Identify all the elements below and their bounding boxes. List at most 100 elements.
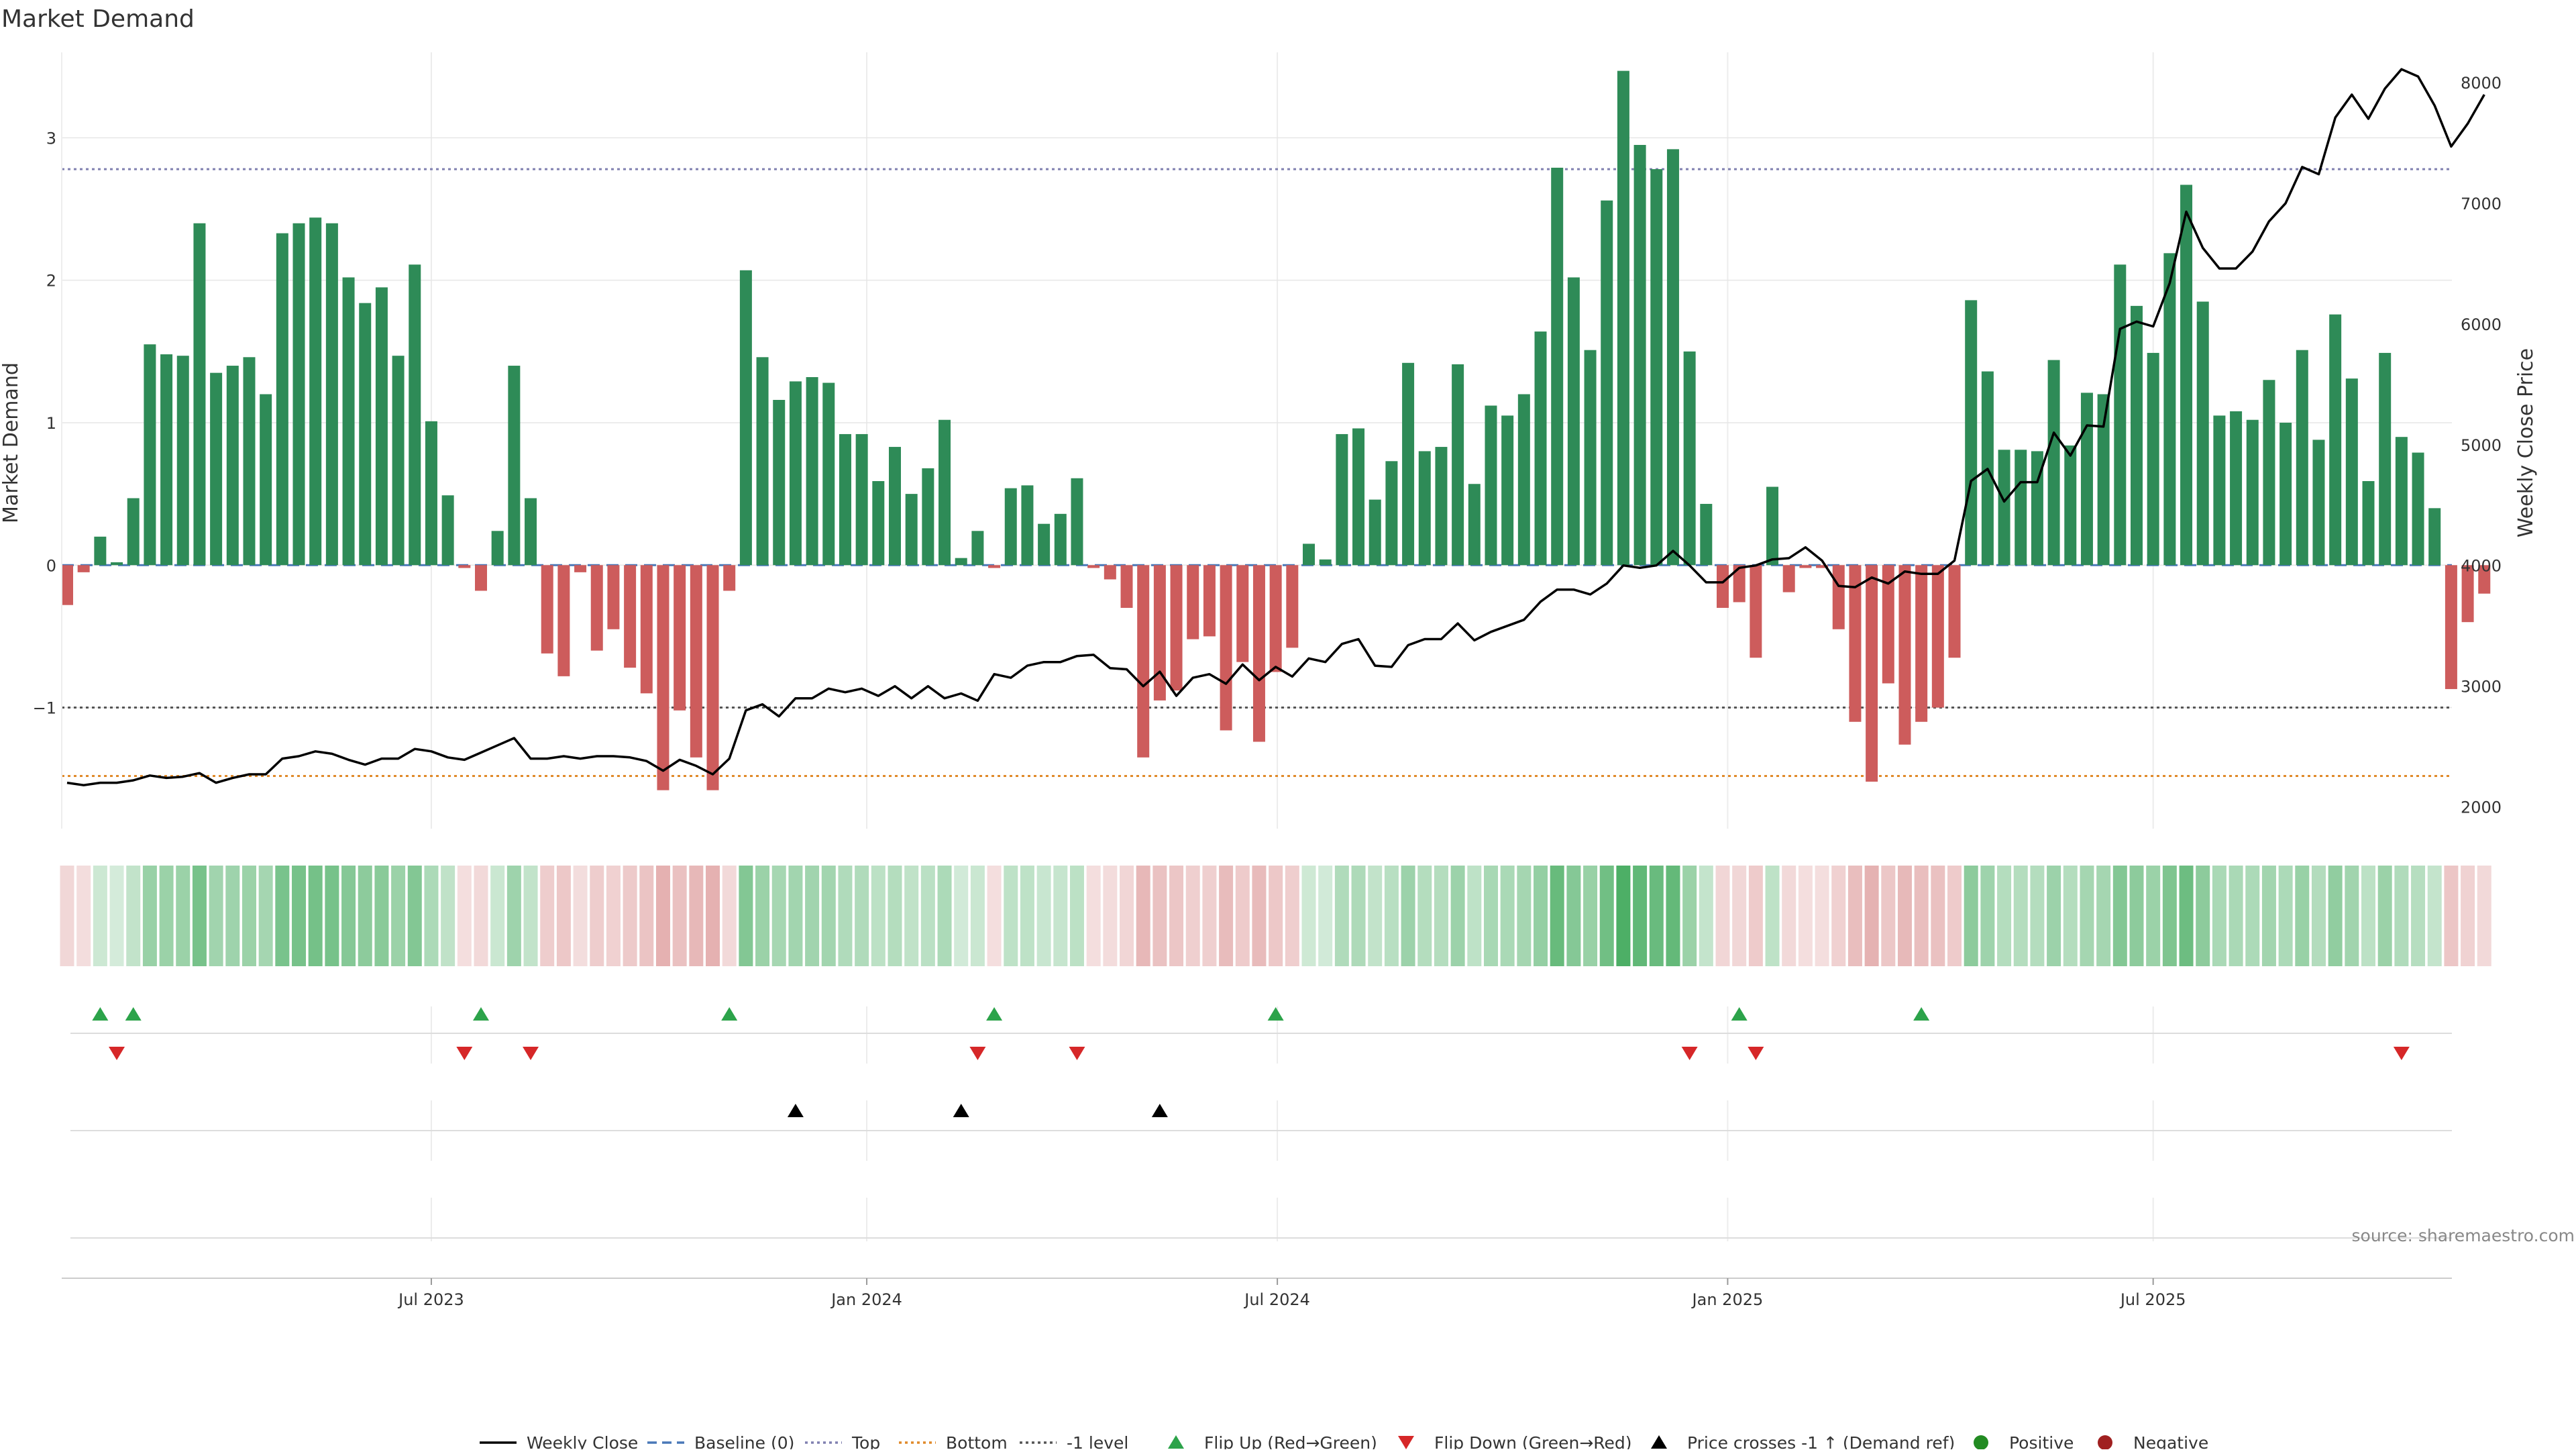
demand-bar-positive [1402, 362, 1415, 566]
demand-bar-positive [2329, 314, 2342, 566]
demand-bar-positive [1683, 351, 1696, 566]
heat-cell [2345, 866, 2359, 966]
heat-cell [1235, 866, 1250, 966]
legend-swatch-up-marker [1168, 1435, 1184, 1449]
demand-bar-negative [1799, 565, 1812, 568]
demand-bar-negative [2461, 565, 2474, 623]
heat-cell [1069, 866, 1084, 966]
demand-bar-negative [541, 565, 553, 654]
heat-cell [1086, 866, 1101, 966]
heat-cell [1401, 866, 1415, 966]
heat-cell [689, 866, 704, 966]
heat-cell [407, 866, 422, 966]
y-axis-label: Market Demand [0, 362, 23, 523]
y2-tick-label: 8000 [2461, 74, 2502, 93]
legend: Weekly Close Baseline (0) Top Bottom -1 leve… [480, 1433, 2208, 1452]
heat-cell [1185, 866, 1200, 966]
heat-cell [1616, 866, 1631, 966]
y2-tick-label: 3000 [2461, 678, 2502, 696]
legend-swatch-up-marker [1651, 1435, 1667, 1449]
heat-cell [706, 866, 720, 966]
heat-cell [2245, 866, 2260, 966]
demand-bar-positive [176, 356, 189, 566]
demand-bar-positive [1766, 486, 1779, 566]
heat-cell [2461, 866, 2475, 966]
heat-cell [209, 866, 223, 966]
flip-up-marker [125, 1007, 142, 1021]
demand-bar-negative [607, 565, 620, 629]
x-tick-label: Jul 2025 [2119, 1290, 2186, 1309]
demand-bar-positive [292, 223, 305, 566]
heat-cell [1202, 866, 1217, 966]
heat-cell [1434, 866, 1448, 966]
heat-cell [1103, 866, 1118, 966]
legend-label: Positive [2009, 1433, 2074, 1449]
demand-bar-negative [1236, 565, 1249, 662]
demand-bar-positive [889, 447, 901, 566]
heat-cell [374, 866, 389, 966]
heat-cell [325, 866, 339, 966]
demand-bar-positive [1700, 503, 1713, 566]
legend-label: Weekly Close [527, 1433, 638, 1449]
demand-bar-negative [458, 565, 471, 568]
heat-cell [871, 866, 885, 966]
heat-cell [937, 866, 952, 966]
demand-bar-positive [2064, 445, 2077, 566]
demand-bar-positive [1965, 300, 1978, 566]
axes-layer: Jul 2023 Jan 2024 Jul 2024 Jan 2025 Jul 2025… [33, 52, 2502, 1309]
demand-bar-negative [1948, 565, 1961, 658]
demand-bar-positive [1071, 478, 1083, 566]
flip-up-marker [92, 1007, 109, 1021]
flip-up-marker [1913, 1007, 1930, 1021]
demand-bar-positive [839, 433, 851, 566]
demand-bar-positive [1567, 277, 1580, 566]
legend-label: Flip Up (Red→Green) [1204, 1433, 1377, 1449]
demand-bar-negative [1269, 565, 1282, 672]
heat-cell [1699, 866, 1713, 966]
heat-cell [275, 866, 290, 966]
legend-label: Flip Down (Green→Red) [1434, 1433, 1632, 1449]
demand-bar-positive [2097, 394, 2110, 566]
heat-cell [1881, 866, 1896, 966]
heat-cell [556, 866, 571, 966]
flip-up-marker [721, 1007, 738, 1021]
demand-bar-positive [2230, 411, 2243, 566]
demand-bar-positive [1418, 451, 1431, 566]
demand-bar-positive [276, 233, 288, 566]
flip-down-marker [109, 1047, 125, 1060]
heat-cell [1964, 866, 1978, 966]
heat-cell [1748, 866, 1763, 966]
demand-bar-negative [2478, 565, 2491, 594]
demand-bar-negative [1252, 565, 1265, 742]
heat-cell [1798, 866, 1813, 966]
demand-bar-positive [2428, 508, 2441, 566]
demand-bar-negative [1203, 565, 1216, 637]
demand-bar-positive [210, 372, 223, 566]
demand-bar-positive [1319, 559, 1332, 566]
heat-cell [623, 866, 637, 966]
demand-bar-positive [111, 562, 123, 566]
demand-bar-positive [756, 357, 769, 566]
demand-bar-positive [1352, 428, 1365, 566]
heat-cell [109, 866, 124, 966]
price-cross-marker [1151, 1104, 1168, 1117]
heat-cell [176, 866, 191, 966]
heat-cell [1152, 866, 1167, 966]
demand-bar-positive [2031, 451, 2043, 566]
flip-up-marker [986, 1007, 1003, 1021]
demand-bar-positive [789, 381, 802, 566]
demand-bar-positive [2080, 393, 2093, 566]
heat-cell [1534, 866, 1548, 966]
demand-bar-positive [2345, 378, 2358, 566]
heat-cell [1036, 866, 1051, 966]
demand-bar-positive [2047, 360, 2060, 566]
demand-bar-positive [508, 366, 521, 566]
legend-label: Negative [2133, 1433, 2208, 1449]
heat-cell [1269, 866, 1283, 966]
demand-bar-positive [971, 531, 984, 566]
heat-cell [1583, 866, 1598, 966]
demand-bar-negative [624, 565, 637, 668]
x-tick-label: Jan 2024 [830, 1290, 902, 1309]
